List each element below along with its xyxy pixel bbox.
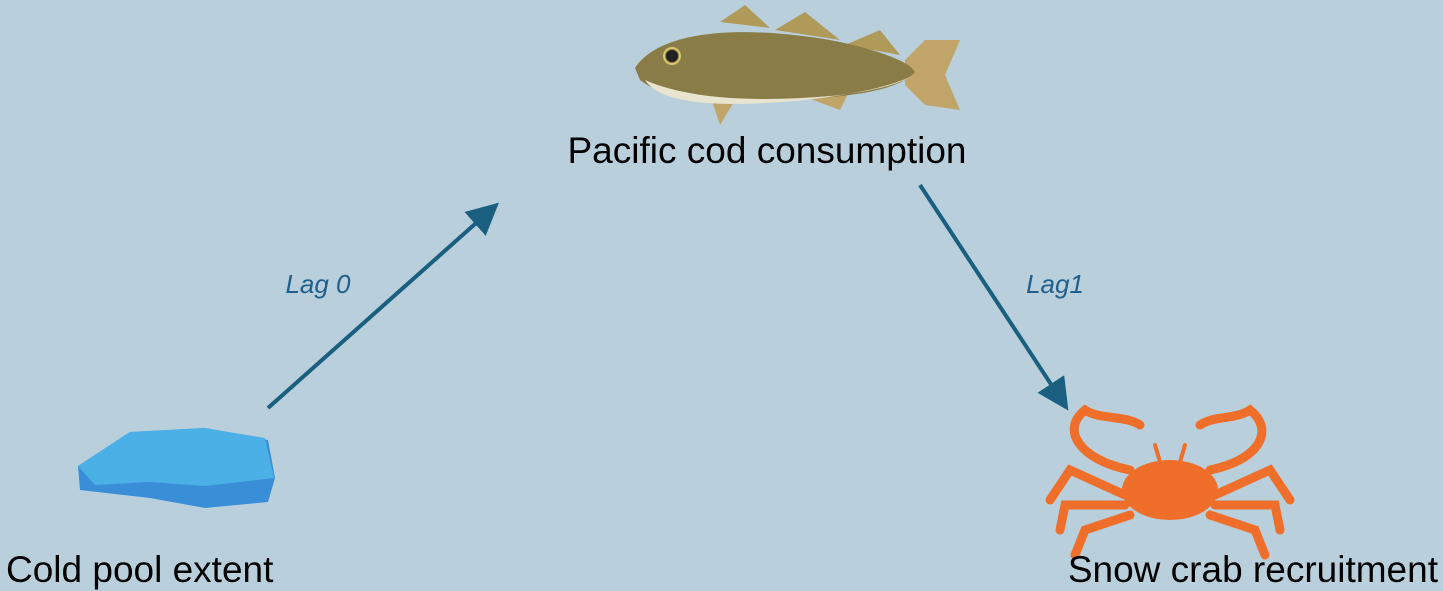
edge-label: Lag1: [1026, 269, 1084, 299]
cod-icon: [635, 5, 960, 125]
arrow: [918, 183, 1069, 411]
node-label: Snow crab recruitment: [1068, 549, 1439, 590]
node-label: Cold pool extent: [6, 549, 274, 590]
ice-icon: [78, 428, 275, 508]
node-label: Pacific cod consumption: [568, 130, 967, 171]
edge-label: Lag 0: [285, 269, 351, 299]
crab-icon: [1045, 404, 1295, 560]
arrow: [266, 202, 499, 410]
